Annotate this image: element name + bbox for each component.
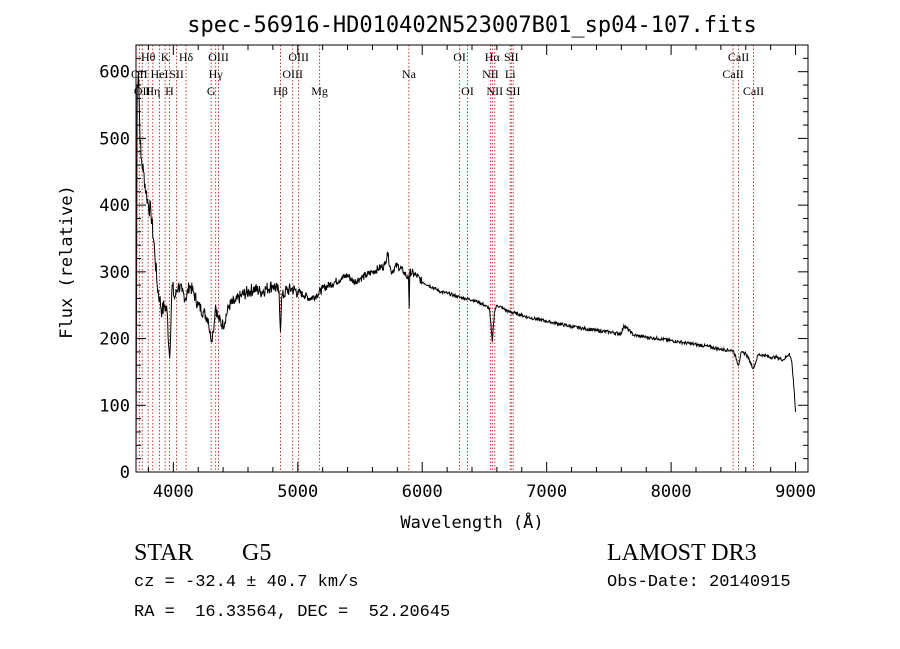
- x-tick-label-6000: 6000: [402, 482, 443, 502]
- y-tick-label-300: 300: [99, 263, 130, 283]
- line-label-13: OIII: [282, 67, 303, 81]
- x-tick-label-7000: 7000: [526, 482, 567, 502]
- line-label-24: SII: [506, 84, 521, 98]
- line-label-11: OIII: [208, 50, 229, 64]
- line-markers: [138, 45, 754, 472]
- line-label-19: NII: [482, 67, 499, 81]
- y-tick-label-600: 600: [99, 63, 130, 83]
- line-label-27: CaII: [743, 84, 764, 98]
- spectrum-series-line: [135, 71, 797, 466]
- line-label-18: OI: [461, 84, 474, 98]
- observation-date: Obs-Date: 20140915: [607, 573, 791, 592]
- y-tick-label-400: 400: [99, 196, 130, 216]
- line-label-5: K: [161, 50, 170, 64]
- y-axis-ticks: 0 100 200 300 400 500 600: [99, 57, 808, 483]
- line-label-0: OII: [131, 67, 148, 81]
- line-label-10: Hγ: [209, 67, 224, 81]
- redshift-velocity: cz = -32.4 ± 40.7 km/s: [134, 573, 359, 592]
- x-tick-label-9000: 9000: [775, 482, 816, 502]
- line-label-9: G: [207, 84, 216, 98]
- line-label-25: CaII: [722, 67, 743, 81]
- object-subclass: G5: [242, 540, 272, 566]
- x-tick-label-5000: 5000: [277, 482, 318, 502]
- y-axis-label: Flux (relative): [57, 185, 77, 339]
- survey-name: LAMOST DR3: [607, 540, 757, 566]
- x-tick-label-8000: 8000: [651, 482, 692, 502]
- line-label-16: Na: [402, 67, 417, 81]
- line-label-23: SII: [504, 50, 519, 64]
- line-label-17: OI: [453, 50, 466, 64]
- line-label-12: Hβ: [273, 84, 288, 98]
- object-class: STAR: [134, 540, 194, 566]
- y-tick-label-100: 100: [99, 396, 130, 416]
- line-labels: OIIOIIHθHηHeIKHSIIHδGHγOIIIHβOIIIOIIIMgN…: [131, 50, 764, 98]
- x-axis-label: Wavelength (Å): [400, 511, 543, 533]
- line-label-22: Li: [505, 67, 516, 81]
- line-label-6: H: [165, 84, 174, 98]
- line-label-15: Mg: [311, 84, 328, 98]
- line-label-14: OIII: [288, 50, 309, 64]
- line-label-20: Hα: [485, 50, 501, 64]
- line-label-7: SII: [169, 67, 184, 81]
- y-tick-label-500: 500: [99, 129, 130, 149]
- y-tick-label-0: 0: [120, 463, 130, 483]
- x-tick-label-4000: 4000: [153, 482, 194, 502]
- line-label-8: Hδ: [179, 50, 194, 64]
- plot-frame: [135, 44, 809, 473]
- line-label-4: HeI: [151, 67, 169, 81]
- line-label-2: Hθ: [141, 50, 156, 64]
- chart-title: spec-56916-HD010402N523007B01_sp04-107.f…: [187, 13, 757, 38]
- y-tick-label-200: 200: [99, 330, 130, 350]
- line-label-21: NII: [486, 84, 503, 98]
- x-axis-ticks: 4000 5000 6000 7000 8000 9000: [147, 45, 816, 502]
- ra-dec-coordinates: RA = 16.33564, DEC = 52.20645: [134, 603, 451, 622]
- line-label-26: CaII: [728, 50, 749, 64]
- spectrum-chart: spec-56916-HD010402N523007B01_sp04-107.f…: [57, 13, 816, 533]
- line-label-3: Hη: [145, 84, 160, 98]
